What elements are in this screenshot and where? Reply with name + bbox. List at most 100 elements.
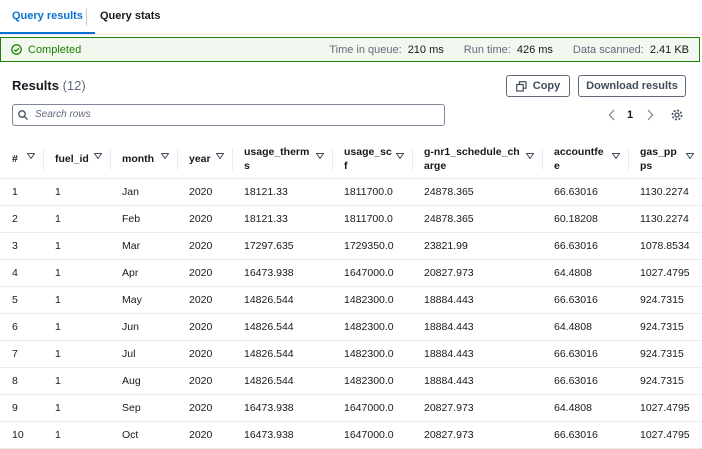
cell: 6 xyxy=(0,313,43,341)
cell: 1482300.0 xyxy=(332,313,412,341)
column-header[interactable]: usage_therms xyxy=(232,140,332,179)
download-button[interactable]: Download results xyxy=(578,75,686,97)
cell: 18121.33 xyxy=(232,178,332,206)
cell: 1482300.0 xyxy=(332,367,412,395)
header-label: year xyxy=(189,152,211,165)
prev-page[interactable] xyxy=(608,109,616,121)
cell: 2020 xyxy=(177,232,232,260)
column-header[interactable]: fuel_id xyxy=(43,140,110,179)
tab[interactable]: Query stats xyxy=(100,10,161,22)
cell: 16473.938 xyxy=(232,259,332,287)
cell: 66.63016 xyxy=(542,178,628,206)
state: Completed xyxy=(28,43,82,56)
cell: 1647000.0 xyxy=(332,421,412,449)
column-header[interactable]: month xyxy=(110,140,177,179)
table-row: 6 1 Jun 2020 14826.544 1482300.0 18884.443 64.4… xyxy=(0,313,702,341)
cell: 66.63016 xyxy=(542,286,628,314)
cell: 64.4808 xyxy=(542,313,628,341)
cell: 1 xyxy=(43,340,110,368)
cell: 1811700.0 xyxy=(332,205,412,233)
cell: 2020 xyxy=(177,421,232,449)
sort-icon[interactable] xyxy=(27,153,35,159)
cell: 1 xyxy=(0,178,43,206)
cell: 16473.938 xyxy=(232,394,332,422)
header-label: fuel_id xyxy=(55,152,89,165)
cell: 20827.973 xyxy=(412,394,542,422)
cell: 1130.2274 xyxy=(628,178,702,206)
cell: 1027.4795 xyxy=(628,259,702,287)
cell: Oct xyxy=(110,421,177,449)
cell: Aug xyxy=(110,367,177,395)
header-label: usage_therms xyxy=(244,145,310,172)
column-header[interactable]: usage_scf xyxy=(332,140,412,179)
cell: 1027.4795 xyxy=(628,394,702,422)
cell: 9 xyxy=(0,394,43,422)
column-header[interactable]: gas_ppps xyxy=(628,140,702,179)
sort-icon[interactable] xyxy=(396,153,404,159)
header-label: usage_scf xyxy=(344,145,392,172)
cell: 2020 xyxy=(177,394,232,422)
tab[interactable]: Query results xyxy=(0,0,95,35)
cell: 924.7315 xyxy=(628,313,702,341)
cell: 4 xyxy=(0,259,43,287)
cell: 14826.544 xyxy=(232,367,332,395)
cell: Sep xyxy=(110,394,177,422)
header-label: g-nr1_schedule_charge xyxy=(424,145,520,172)
status-bar: Completed Time in queue: 210 ms Run time:… xyxy=(0,37,700,62)
header-label: month xyxy=(122,152,155,165)
copy-button[interactable]: Copy xyxy=(506,75,570,97)
next-page[interactable] xyxy=(646,109,654,121)
table-row: 10 1 Oct 2020 16473.938 1647000.0 20827.973 66.… xyxy=(0,421,702,449)
column-header[interactable]: accountfee xyxy=(542,140,628,179)
sort-icon[interactable] xyxy=(612,153,620,159)
table-row: 7 1 Jul 2020 14826.544 1482300.0 18884.443 66.6… xyxy=(0,340,702,368)
cell: 1 xyxy=(43,421,110,449)
cell: 1811700.0 xyxy=(332,178,412,206)
cell: 2020 xyxy=(177,367,232,395)
cell: 5 xyxy=(0,286,43,314)
label: Data scanned: xyxy=(572,43,644,56)
cell: 20827.973 xyxy=(412,421,542,449)
sort-icon[interactable] xyxy=(216,153,224,159)
copy-icon xyxy=(515,80,527,92)
divider xyxy=(0,34,702,35)
cell: 1 xyxy=(43,232,110,260)
sort-icon[interactable] xyxy=(316,153,324,159)
check-icon xyxy=(11,44,22,55)
table-row: 5 1 May 2020 14826.544 1482300.0 18884.443 66.6… xyxy=(0,286,702,314)
cell: Jan xyxy=(110,178,177,206)
sort-icon[interactable] xyxy=(686,153,694,159)
cell: 66.63016 xyxy=(542,232,628,260)
column-header[interactable]: # xyxy=(0,140,43,179)
cell: 1 xyxy=(43,286,110,314)
header-label: gas_ppps xyxy=(640,145,677,172)
page-number[interactable]: 1 xyxy=(627,109,634,121)
cell: 7 xyxy=(0,340,43,368)
column-header[interactable]: year xyxy=(177,140,232,179)
sort-icon[interactable] xyxy=(161,153,169,159)
label: Time in queue: xyxy=(329,43,402,56)
search-icon xyxy=(18,110,28,120)
search-input[interactable]: Search rows xyxy=(12,104,445,126)
table-row: 3 1 Mar 2020 17297.635 1729350.0 23821.99 66.63… xyxy=(0,232,702,260)
cell: 1078.8534 xyxy=(628,232,702,260)
column-header[interactable]: g-nr1_schedule_charge xyxy=(412,140,542,179)
cell: 17297.635 xyxy=(232,232,332,260)
settings-icon[interactable] xyxy=(671,109,683,121)
cell: 2020 xyxy=(177,340,232,368)
results-title: Results (12) xyxy=(12,78,86,93)
cell: 924.7315 xyxy=(628,340,702,368)
cell: 23821.99 xyxy=(412,232,542,260)
table-row: 1 1 Jan 2020 18121.33 1811700.0 24878.365 66.63… xyxy=(0,178,702,206)
cell: 2020 xyxy=(177,178,232,206)
cell: 2020 xyxy=(177,286,232,314)
cell: Apr xyxy=(110,259,177,287)
cell: 1647000.0 xyxy=(332,259,412,287)
cell: 924.7315 xyxy=(628,286,702,314)
sort-icon[interactable] xyxy=(94,153,102,159)
cell: 60.18208 xyxy=(542,205,628,233)
cell: 24878.365 xyxy=(412,178,542,206)
sort-icon[interactable] xyxy=(526,153,534,159)
cell: 2 xyxy=(0,205,43,233)
